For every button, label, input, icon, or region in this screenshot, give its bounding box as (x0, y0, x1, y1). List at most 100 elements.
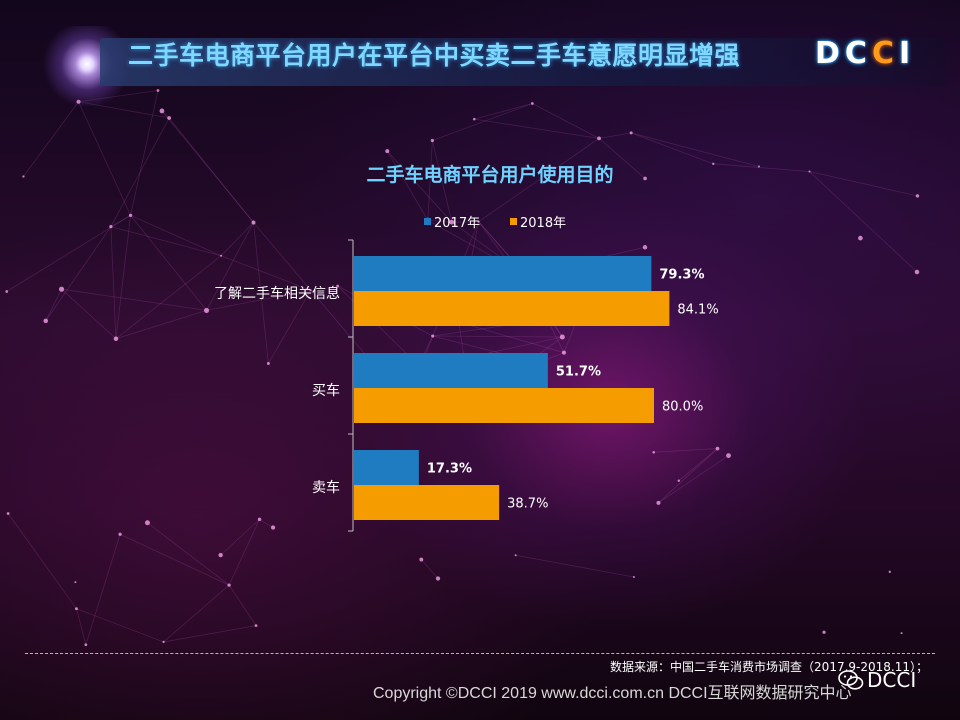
bar-2018 (354, 388, 654, 423)
network-line (474, 103, 533, 120)
network-node (822, 630, 826, 634)
network-line (515, 554, 634, 578)
header (0, 14, 960, 106)
legend-swatch (424, 218, 431, 225)
wechat-icon (838, 670, 864, 690)
network-node (712, 162, 715, 165)
network-line (228, 584, 257, 626)
legend-swatch (510, 218, 517, 225)
network-node (561, 350, 567, 355)
network-node (472, 117, 476, 121)
network-node (632, 575, 635, 578)
category-label: 了解二手车相关信息 (214, 285, 340, 302)
network-line (110, 226, 222, 257)
network-line (163, 625, 257, 643)
network-line (253, 222, 269, 364)
network-line (115, 310, 207, 340)
network-line (678, 448, 718, 482)
network-node (858, 235, 863, 241)
network-line (45, 226, 112, 322)
network-node (652, 450, 655, 454)
network-node (6, 512, 10, 515)
data-label: 38.7% (507, 497, 548, 512)
network-line (130, 215, 222, 257)
network-node (915, 194, 920, 198)
network-node (900, 632, 903, 635)
network-line (809, 171, 918, 197)
network-node (309, 289, 312, 292)
network-node (128, 213, 133, 218)
network-line (110, 226, 117, 339)
network-node (643, 176, 647, 181)
network-line (713, 163, 810, 172)
network-node (477, 220, 480, 223)
network-node (218, 552, 223, 558)
bar-2017 (354, 256, 652, 291)
network-node (430, 138, 434, 143)
network-node (715, 446, 720, 451)
network-line (119, 533, 230, 586)
logo-letter: I (898, 36, 916, 71)
network-line (228, 519, 260, 586)
network-line (220, 255, 311, 291)
network-line (432, 335, 563, 338)
network-node (74, 607, 78, 611)
data-label: 51.7% (556, 365, 601, 380)
network-node (514, 554, 517, 557)
network-line (130, 90, 159, 216)
network-line (23, 101, 79, 177)
network-node (84, 643, 88, 647)
network-line (268, 289, 312, 364)
network-node (167, 116, 172, 120)
network-line (115, 255, 222, 340)
network-line (130, 215, 207, 311)
network-line (386, 150, 453, 223)
network-line (110, 117, 170, 227)
network-node (597, 136, 601, 141)
network-node (726, 453, 731, 458)
data-label: 84.1% (677, 303, 718, 318)
network-node (22, 175, 25, 178)
network-node (109, 224, 113, 229)
network-line (631, 132, 714, 165)
network-node (43, 318, 49, 324)
network-line (85, 534, 121, 645)
network-line (76, 608, 87, 645)
network-line (110, 215, 131, 227)
network-line (658, 448, 718, 504)
logo-letter: D (815, 36, 845, 71)
network-node (431, 334, 435, 338)
network-node (156, 89, 160, 92)
bar-2018 (354, 291, 670, 326)
network-node (159, 108, 165, 114)
network-node (914, 269, 920, 275)
logo-letter: C (871, 36, 899, 71)
wechat-label: DCCI (867, 668, 917, 692)
network-line (253, 222, 311, 291)
network-line (478, 138, 600, 222)
network-node (118, 532, 122, 536)
category-label: 买车 (312, 382, 340, 399)
network-line (420, 559, 439, 579)
network-node (642, 245, 648, 250)
network-line (631, 132, 760, 167)
copyright: Copyright ©DCCI 2019 www.dcci.com.cn DCC… (373, 685, 852, 702)
network-line (168, 117, 254, 223)
network-node (530, 102, 534, 105)
network-line (598, 138, 646, 179)
footer-divider (25, 653, 935, 654)
network-line (163, 584, 230, 643)
network-node (808, 170, 811, 173)
wechat-badge: DCCI (838, 668, 916, 692)
network-line (220, 519, 260, 556)
network-node (203, 307, 210, 313)
network-node (113, 336, 119, 342)
network-line (115, 215, 131, 339)
network-node (757, 165, 760, 168)
network-node (5, 290, 9, 293)
network-line (458, 321, 565, 354)
network-line (653, 448, 718, 453)
network-line (206, 222, 254, 311)
network-line (161, 110, 254, 223)
